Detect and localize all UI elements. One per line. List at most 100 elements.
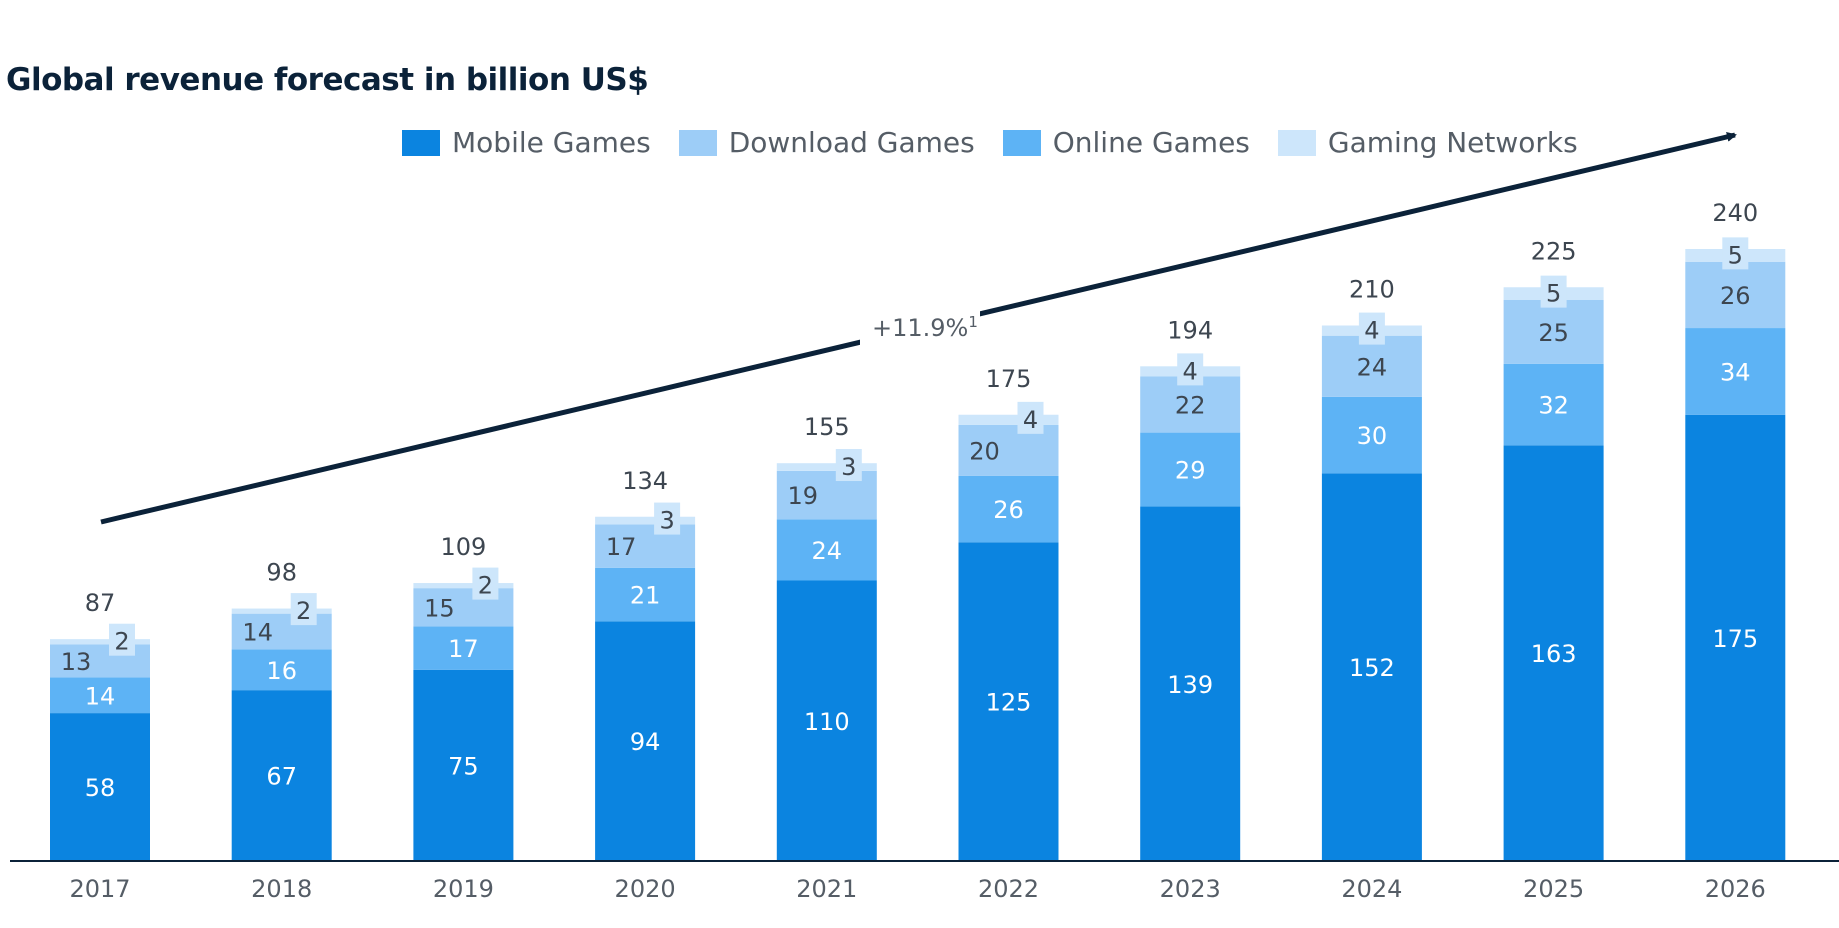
value-label-online-games-2018: 16 <box>266 657 297 685</box>
label-box-gaming-networks-2019 <box>472 567 499 600</box>
value-label-online-games-2022: 26 <box>993 496 1024 524</box>
bar-online-games-2017 <box>50 677 150 714</box>
x-tick-label-2025: 2025 <box>1523 875 1584 903</box>
value-label-mobile-games-2023: 139 <box>1167 671 1213 699</box>
value-label-online-games-2020: 21 <box>630 582 661 610</box>
bar-online-games-2022 <box>958 475 1059 543</box>
value-label-online-games-2017: 14 <box>85 682 116 710</box>
total-label-2018: 98 <box>266 559 297 587</box>
legend-swatch <box>1002 129 1041 156</box>
legend-swatch <box>402 129 440 156</box>
legend-label: Online Games <box>1052 126 1250 159</box>
value-label-download-games-2022: 20 <box>969 437 1000 465</box>
bar-online-games-2021 <box>776 519 877 581</box>
value-label-mobile-games-2025: 163 <box>1531 640 1577 668</box>
value-label-mobile-games-2020: 94 <box>630 728 661 756</box>
bar-online-games-2023 <box>1140 432 1241 507</box>
bar-download-games-2026 <box>1685 261 1786 329</box>
legend-swatch <box>678 129 717 156</box>
value-label-online-games-2021: 24 <box>812 537 843 565</box>
bar-mobile-games-2020 <box>595 621 696 861</box>
legend-label: Download Games <box>728 126 975 159</box>
x-tick-label-2020: 2020 <box>615 875 676 903</box>
value-label-gaming-networks-2019: 2 <box>478 572 493 600</box>
value-label-gaming-networks-2024: 4 <box>1364 317 1379 345</box>
bar-mobile-games-2024 <box>1321 473 1422 861</box>
chart-title: Global revenue forecast in billion US$ <box>6 62 649 98</box>
value-label-mobile-games-2018: 67 <box>266 763 297 791</box>
bar-online-games-2024 <box>1321 396 1422 474</box>
bar-download-games-2023 <box>1140 376 1241 433</box>
total-label-2023: 194 <box>1167 316 1213 344</box>
x-tick-label-2017: 2017 <box>69 875 130 903</box>
label-box-gaming-networks-2020 <box>654 502 681 535</box>
bar-online-games-2020 <box>595 567 696 622</box>
bar-download-games-2025 <box>1503 300 1604 364</box>
value-label-gaming-networks-2022: 4 <box>1023 406 1038 434</box>
value-label-download-games-2019: 15 <box>424 594 455 622</box>
bar-online-games-2019 <box>413 626 514 670</box>
bar-gaming-networks-2017 <box>50 639 150 645</box>
total-label-2026: 240 <box>1712 199 1758 227</box>
label-box-gaming-networks-2024 <box>1358 312 1385 345</box>
value-label-gaming-networks-2023: 4 <box>1183 357 1198 385</box>
total-label-2022: 175 <box>986 365 1032 393</box>
bar-mobile-games-2021 <box>776 580 877 861</box>
bar-mobile-games-2023 <box>1140 506 1241 861</box>
x-tick-label-2018: 2018 <box>251 875 312 903</box>
legend-item-mobile-games: Mobile Games <box>402 126 651 159</box>
value-label-mobile-games-2022: 125 <box>986 689 1032 717</box>
label-box-gaming-networks-2021 <box>835 449 862 482</box>
label-box-gaming-networks-2017 <box>109 623 135 656</box>
label-box-gaming-networks-2018 <box>290 593 317 626</box>
total-label-2021: 155 <box>804 413 850 441</box>
bar-mobile-games-2025 <box>1503 445 1604 861</box>
x-tick-label-2021: 2021 <box>796 875 857 903</box>
value-label-online-games-2024: 30 <box>1357 422 1388 450</box>
bar-online-games-2026 <box>1685 328 1786 415</box>
legend-label: Mobile Games <box>452 126 651 159</box>
bar-mobile-games-2026 <box>1685 414 1786 861</box>
value-label-download-games-2025: 25 <box>1538 319 1569 347</box>
legend-swatch <box>1277 129 1316 156</box>
bar-download-games-2024 <box>1321 335 1422 397</box>
bar-online-games-2018 <box>231 649 332 691</box>
legend-item-gaming-networks: Gaming Networks <box>1277 126 1578 159</box>
bar-gaming-networks-2020 <box>595 516 696 525</box>
total-label-2019: 109 <box>440 533 486 561</box>
value-label-online-games-2026: 34 <box>1720 358 1751 386</box>
value-label-gaming-networks-2017: 2 <box>114 628 129 656</box>
bar-gaming-networks-2022 <box>958 414 1059 425</box>
legend-label: Gaming Networks <box>1327 126 1578 159</box>
bar-mobile-games-2019 <box>413 669 514 861</box>
bar-mobile-games-2017 <box>50 713 150 861</box>
annotation-background <box>860 306 980 346</box>
bar-gaming-networks-2021 <box>776 463 877 471</box>
x-tick-label-2019: 2019 <box>433 875 494 903</box>
bar-gaming-networks-2019 <box>413 583 514 589</box>
value-label-gaming-networks-2026: 5 <box>1728 241 1743 269</box>
value-label-download-games-2021: 19 <box>788 482 819 510</box>
value-label-mobile-games-2026: 175 <box>1712 625 1758 653</box>
value-label-mobile-games-2017: 58 <box>85 774 116 802</box>
value-label-download-games-2017: 13 <box>61 648 92 676</box>
value-label-online-games-2019: 17 <box>448 635 479 663</box>
label-box-gaming-networks-2026 <box>1722 237 1749 270</box>
total-label-2020: 134 <box>622 467 668 495</box>
label-box-gaming-networks-2025 <box>1540 275 1567 308</box>
value-label-online-games-2023: 29 <box>1175 457 1206 485</box>
bar-gaming-networks-2018 <box>231 608 332 614</box>
legend-item-online-games: Online Games <box>1002 126 1250 159</box>
bar-mobile-games-2022 <box>958 542 1059 861</box>
value-label-download-games-2026: 26 <box>1720 282 1751 310</box>
value-label-mobile-games-2019: 75 <box>448 752 479 780</box>
x-tick-label-2023: 2023 <box>1160 875 1221 903</box>
value-label-gaming-networks-2025: 5 <box>1546 280 1561 308</box>
chart-legend: Mobile Games Download Games Online Games Ga… <box>402 126 1578 159</box>
total-label-2025: 225 <box>1531 237 1577 265</box>
label-box-gaming-networks-2022 <box>1017 401 1044 434</box>
value-label-download-games-2018: 14 <box>242 619 273 647</box>
value-label-gaming-networks-2018: 2 <box>296 597 311 625</box>
value-label-gaming-networks-2021: 3 <box>841 453 856 481</box>
